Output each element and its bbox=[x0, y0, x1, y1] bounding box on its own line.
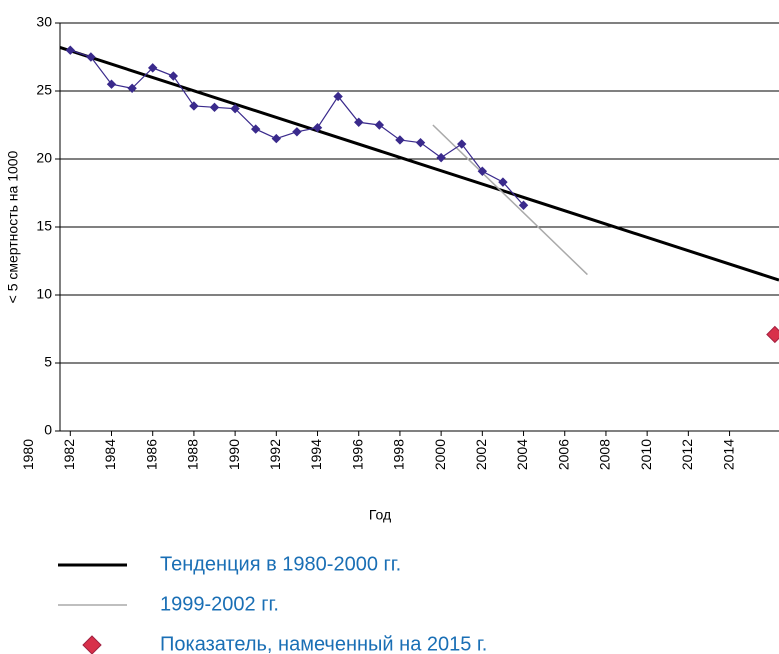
data-point bbox=[395, 135, 405, 145]
data-point bbox=[477, 166, 488, 176]
x-tick-label: 1994 bbox=[308, 439, 324, 470]
data-point bbox=[457, 139, 467, 149]
data-point bbox=[498, 177, 508, 187]
data-point bbox=[374, 120, 385, 130]
data-point bbox=[251, 124, 261, 134]
data-point bbox=[189, 101, 199, 111]
x-tick-label: 1988 bbox=[185, 439, 201, 470]
x-tick-label: 1982 bbox=[61, 439, 77, 470]
x-tick-label: 2014 bbox=[720, 439, 736, 470]
data-point bbox=[292, 127, 302, 137]
data-point bbox=[271, 133, 282, 144]
data-point bbox=[415, 137, 426, 148]
y-tick-label: 25 bbox=[36, 82, 52, 98]
data-point bbox=[518, 200, 529, 210]
x-tick-label: 1980 bbox=[20, 439, 36, 470]
series-line bbox=[432, 124, 588, 276]
x-tick-label: 1984 bbox=[102, 439, 118, 470]
legend-label: Показатель, намеченный на 2015 г. bbox=[160, 633, 487, 654]
y-tick-label: 5 bbox=[44, 354, 52, 370]
y-axis-title: < 5 смертность на 1000 bbox=[5, 150, 21, 303]
data-point bbox=[333, 91, 343, 102]
legend-label: Тенденция в 1980-2000 гг. bbox=[160, 553, 401, 575]
data-point bbox=[766, 325, 779, 344]
x-tick-label: 1992 bbox=[267, 439, 283, 470]
x-tick-label: 1990 bbox=[226, 439, 242, 470]
data-point bbox=[65, 45, 76, 55]
data-point bbox=[312, 123, 323, 133]
x-tick-label: 2012 bbox=[679, 439, 695, 470]
y-tick-label: 10 bbox=[36, 286, 52, 302]
data-point bbox=[86, 52, 96, 62]
data-point bbox=[106, 79, 117, 89]
x-tick-label: 2010 bbox=[638, 439, 654, 470]
y-tick-label: 15 bbox=[36, 218, 52, 234]
legend-label: 1999-2002 гг. bbox=[160, 593, 279, 615]
data-point bbox=[148, 63, 158, 73]
x-tick-label: 2008 bbox=[597, 439, 613, 470]
x-tick-label: 1998 bbox=[391, 439, 407, 470]
x-tick-label: 2004 bbox=[514, 439, 530, 470]
data-point bbox=[127, 83, 137, 93]
data-point bbox=[209, 102, 220, 113]
y-tick-label: 0 bbox=[44, 422, 52, 438]
series-line bbox=[59, 46, 779, 282]
legend-marker bbox=[82, 635, 102, 654]
data-point bbox=[230, 103, 240, 114]
x-tick-label: 1996 bbox=[349, 439, 365, 470]
x-tick-label: 2006 bbox=[555, 439, 571, 470]
x-axis-title: Год bbox=[369, 507, 391, 523]
x-tick-label: 1986 bbox=[143, 439, 159, 470]
data-point bbox=[354, 117, 364, 127]
y-tick-label: 20 bbox=[36, 150, 52, 166]
x-tick-label: 2000 bbox=[432, 439, 448, 470]
x-tick-label: 2002 bbox=[473, 439, 489, 470]
y-tick-label: 30 bbox=[36, 14, 52, 30]
data-point bbox=[436, 152, 446, 163]
data-point bbox=[168, 71, 179, 81]
